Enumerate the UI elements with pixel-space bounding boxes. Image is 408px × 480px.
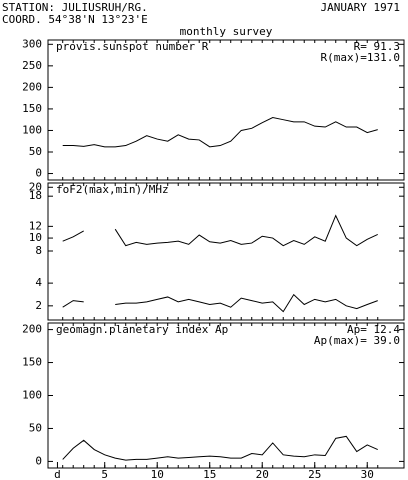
data-line — [62, 435, 378, 461]
data-line — [114, 214, 378, 247]
y-tick-label: 50 — [29, 421, 42, 434]
y-tick-label: 100 — [22, 123, 42, 136]
date: JANUARY 1971 — [321, 1, 400, 14]
y-tick-label: 200 — [22, 80, 42, 93]
x-tick-label: 20 — [256, 468, 269, 480]
x-tick-label: 5 — [101, 468, 108, 480]
y-tick-label: 20 — [29, 180, 42, 193]
subtitle: monthly survey — [180, 25, 273, 38]
data-line — [62, 230, 84, 242]
y-tick-label: 150 — [22, 356, 42, 369]
panel-title: provis.sunspot number R — [56, 40, 209, 53]
y-tick-label: 8 — [35, 244, 42, 257]
panel-frame — [47, 39, 405, 181]
annotation: Ap(max)= 39.0 — [314, 334, 400, 347]
annotation: R(max)=131.0 — [321, 51, 400, 64]
y-tick-label: 2 — [35, 299, 42, 312]
y-tick-label: 50 — [29, 145, 42, 158]
data-line — [62, 117, 378, 148]
x-tick-label: 30 — [361, 468, 374, 480]
y-tick-label: 4 — [35, 276, 42, 289]
x-tick-label: 15 — [203, 468, 216, 480]
y-tick-label: 0 — [35, 167, 42, 180]
y-tick-label: 18 — [29, 189, 42, 202]
coord: COORD. 54°38'N 13°23'E — [2, 13, 148, 26]
y-tick-label: 100 — [22, 389, 42, 402]
data-line — [62, 300, 84, 308]
x-tick-label: 10 — [151, 468, 164, 480]
x-tick-label: d — [54, 468, 61, 480]
annotation: Ap= 12.4 — [347, 323, 400, 336]
y-tick-label: 150 — [22, 102, 42, 115]
panel-frame — [47, 182, 405, 321]
y-tick-label: 0 — [35, 454, 42, 467]
y-tick-label: 12 — [29, 219, 42, 232]
y-tick-label: 250 — [22, 59, 42, 72]
station: STATION: JULIUSRUH/RG. — [2, 1, 148, 14]
panel-title: geomagn.planetary index Ap — [56, 323, 228, 336]
x-tick-label: 25 — [308, 468, 321, 480]
data-line — [115, 293, 378, 313]
panel-title: foF2(max,min)/MHz — [56, 183, 169, 196]
annotation: R= 91.3 — [354, 40, 400, 53]
y-tick-label: 200 — [22, 323, 42, 336]
y-tick-label: 300 — [22, 37, 42, 50]
y-tick-label: 10 — [29, 231, 42, 244]
